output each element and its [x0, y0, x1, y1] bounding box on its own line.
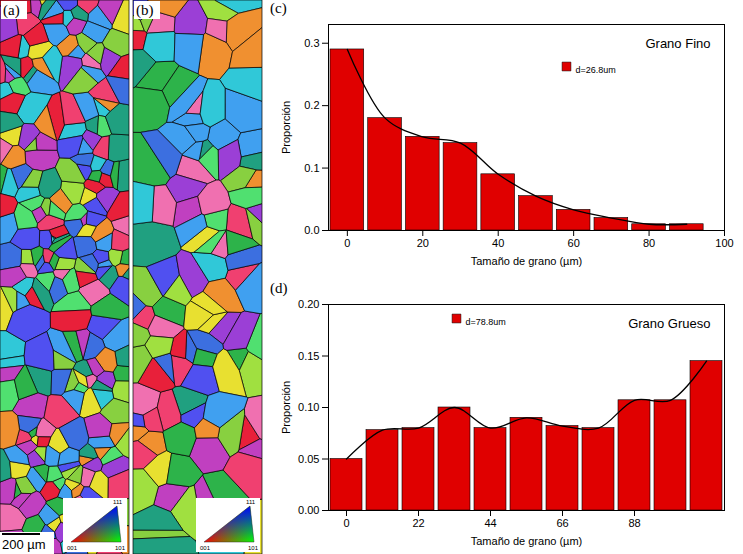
svg-text:100: 100: [715, 237, 733, 249]
html-text:(c): (c): [270, 0, 287, 16]
svg-text:0.10: 0.10: [298, 401, 319, 413]
svg-text:0.1: 0.1: [304, 162, 319, 174]
svg-text:101: 101: [115, 545, 126, 551]
svg-text:Tamaño de grano (µm): Tamaño de grano (µm): [471, 255, 583, 267]
svg-text:d=26.8um: d=26.8um: [576, 65, 616, 75]
svg-text:0.15: 0.15: [298, 350, 319, 362]
svg-text:111: 111: [246, 499, 256, 505]
svg-text:0.3: 0.3: [304, 37, 319, 49]
svg-text:22: 22: [412, 517, 424, 529]
svg-text:0.05: 0.05: [298, 453, 319, 465]
svg-text:0.2: 0.2: [304, 99, 319, 111]
svg-text:0.20: 0.20: [298, 298, 319, 310]
svg-text:20: 20: [417, 237, 429, 249]
svg-text:0.0: 0.0: [304, 224, 319, 236]
svg-text:0: 0: [343, 517, 349, 529]
svg-text:Proporción: Proporción: [280, 381, 292, 434]
svg-text:80: 80: [643, 237, 655, 249]
svg-text:0: 0: [344, 237, 350, 249]
svg-text:111: 111: [113, 499, 123, 505]
svg-text:200 µm: 200 µm: [2, 537, 46, 552]
svg-text:d=78.8um: d=78.8um: [466, 317, 506, 327]
svg-text:001: 001: [67, 545, 78, 551]
svg-text:Proporción: Proporción: [280, 101, 292, 154]
svg-text:44: 44: [484, 517, 496, 529]
svg-text:001: 001: [200, 545, 211, 551]
svg-text:Grano Fino: Grano Fino: [645, 36, 710, 51]
svg-text:0.00: 0.00: [298, 504, 319, 516]
svg-text:(a): (a): [3, 2, 20, 19]
svg-text:88: 88: [628, 517, 640, 529]
html-text:(d): (d): [270, 280, 288, 296]
svg-text:(b): (b): [136, 2, 154, 19]
svg-text:40: 40: [492, 237, 504, 249]
svg-text:66: 66: [556, 517, 568, 529]
svg-text:Tamaño de grano (µm): Tamaño de grano (µm): [471, 535, 583, 547]
svg-text:101: 101: [248, 545, 259, 551]
svg-text:60: 60: [568, 237, 580, 249]
svg-text:Grano Grueso: Grano Grueso: [628, 316, 710, 331]
